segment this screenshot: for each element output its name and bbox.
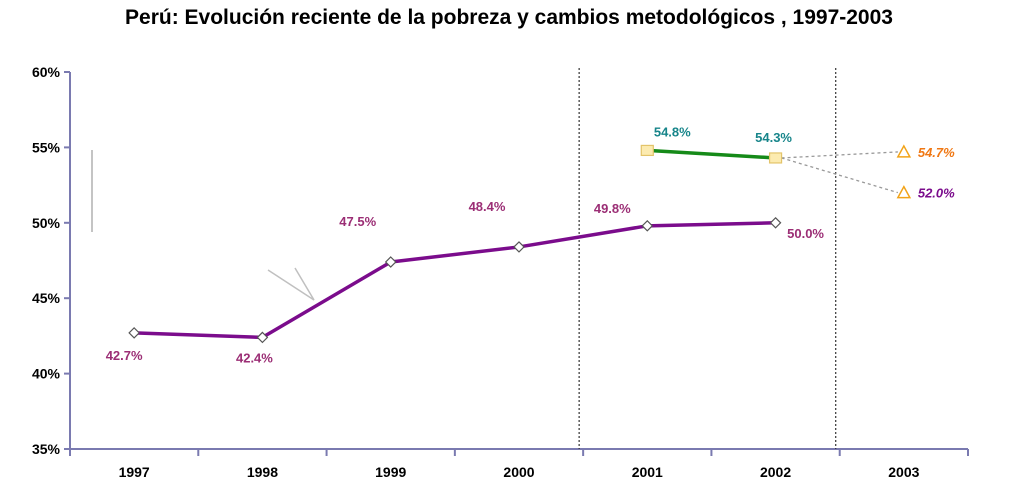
chart-data-labels: 42.7% 42.4% 47.5% 48.4% 49.8% 50.0% 54.8% 54.3%… [106, 124, 955, 365]
series-line-green [647, 148, 776, 160]
x-tick-label: 2002 [760, 464, 791, 480]
projection-point-orange [896, 144, 912, 158]
data-point-purple [513, 241, 525, 253]
chart-series [128, 144, 912, 344]
projection-point-purple [896, 185, 912, 199]
x-tick-label: 1999 [375, 464, 406, 480]
data-point-purple [641, 219, 654, 232]
data-point-green [640, 144, 654, 157]
x-tick-label: 1997 [119, 464, 150, 480]
data-label-green: 54.8% [654, 124, 691, 139]
data-label-green: 54.3% [755, 130, 792, 145]
data-point-purple [384, 256, 397, 268]
data-label-purple: 49.8% [594, 201, 631, 216]
series-line-purple [134, 221, 776, 340]
decorative-arrow-stroke [267, 267, 315, 301]
x-tick-label: 2003 [888, 464, 919, 480]
y-tick-label: 35% [32, 441, 61, 457]
x-tick-label: 2001 [632, 464, 663, 480]
y-tick-label: 55% [32, 139, 61, 155]
data-point-purple [256, 331, 269, 344]
y-tick-label: 50% [32, 215, 61, 231]
data-point-purple [128, 327, 140, 339]
y-tick-label: 60% [32, 64, 61, 80]
x-tick-label: 1998 [247, 464, 278, 480]
methodology-break-lines [578, 68, 837, 449]
data-label-purple: 50.0% [787, 226, 824, 241]
projection-label-purple: 52.0% [918, 186, 955, 201]
data-label-purple: 42.7% [106, 348, 143, 363]
x-tick-label: 2000 [503, 464, 534, 480]
y-tick-label: 40% [32, 366, 61, 382]
data-label-purple: 48.4% [469, 199, 506, 214]
y-tick-label: 45% [32, 290, 61, 306]
projection-line-purple [781, 157, 899, 194]
data-label-purple: 42.4% [236, 350, 273, 365]
chart-axes: 60% 55% 50% 45% 40% 35% 1997 1998 1999 2000 2001 20… [32, 64, 969, 480]
data-point-purple [769, 216, 782, 229]
projection-line-orange [781, 151, 898, 159]
data-point-green [768, 152, 783, 164]
data-label-purple: 47.5% [339, 214, 376, 229]
projection-label-orange: 54.7% [918, 145, 955, 160]
chart-title: Perú: Evolución reciente de la pobreza y… [125, 6, 893, 29]
